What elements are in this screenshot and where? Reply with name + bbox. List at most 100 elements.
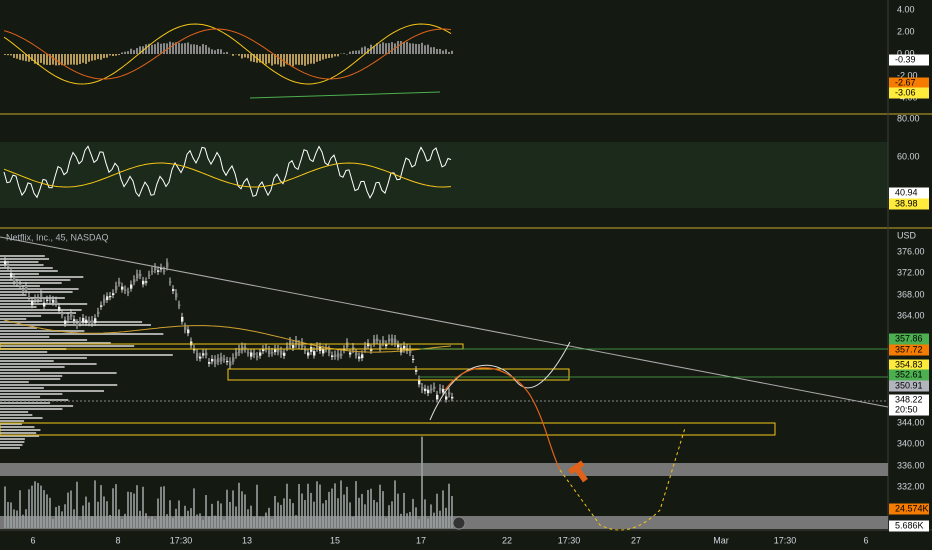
macd-hist — [151, 44, 153, 54]
volume-bar — [250, 505, 252, 528]
volume-profile — [0, 270, 58, 272]
volume-profile — [0, 372, 117, 374]
price-tag — [889, 333, 929, 345]
volume-profile — [0, 369, 40, 371]
volume-bar — [28, 489, 30, 528]
candle — [133, 279, 136, 283]
volume-bar — [256, 484, 258, 528]
replay-button[interactable] — [452, 516, 466, 530]
macd-hist — [49, 54, 51, 66]
gray-zone — [0, 463, 888, 476]
currency: USD — [897, 230, 917, 240]
macd-hist — [379, 43, 381, 54]
candle — [391, 338, 394, 343]
price-tag — [889, 404, 929, 416]
candle — [94, 318, 97, 323]
candle — [235, 351, 238, 356]
volume-profile — [0, 435, 40, 437]
candle — [367, 343, 370, 347]
macd-hist — [88, 54, 90, 62]
volume-bar — [19, 490, 21, 528]
volume-bar — [172, 517, 174, 528]
volume-bar — [13, 509, 15, 528]
volume-profile — [0, 345, 135, 347]
candle — [70, 313, 73, 317]
candle — [247, 352, 250, 354]
candle — [166, 262, 169, 268]
price-tag — [889, 503, 929, 515]
volume-bar — [181, 517, 183, 528]
volume-profile — [0, 306, 37, 308]
volume-bar — [280, 504, 282, 528]
candle — [298, 344, 301, 346]
volume-profile — [0, 366, 65, 368]
volume-bar — [421, 436, 423, 528]
macd-hist — [343, 53, 345, 54]
candle — [304, 349, 307, 352]
macd-hist — [61, 54, 63, 66]
macd-hist — [22, 54, 24, 61]
volume-profile — [0, 354, 173, 356]
candle — [274, 348, 277, 353]
macd-hist — [286, 54, 288, 65]
volume-bar — [235, 506, 237, 528]
candle — [301, 342, 304, 348]
macd-hist — [100, 54, 102, 60]
macd-hist — [325, 54, 327, 59]
macd-hist — [190, 44, 192, 54]
macd-hist — [259, 54, 261, 63]
macd-hist — [127, 51, 129, 54]
candle — [415, 370, 418, 372]
volume-bar — [400, 513, 402, 528]
candle — [205, 352, 208, 356]
candle — [67, 316, 70, 321]
candle — [112, 293, 115, 296]
price-tick: 344.00 — [897, 417, 925, 427]
price-tag-label: 357.72 — [895, 344, 923, 354]
volume-profile — [0, 273, 39, 275]
price-tag — [889, 87, 929, 99]
volume-profile — [0, 408, 63, 410]
volume-bar — [136, 485, 138, 528]
macd-hist — [271, 54, 273, 66]
macd-hist — [13, 54, 15, 58]
price-tag-label: -0.39 — [895, 54, 916, 64]
macd-hist — [274, 54, 276, 65]
volume-bar — [271, 518, 273, 528]
volume-bar — [184, 505, 186, 528]
volume-bar — [22, 514, 24, 528]
macd-hist — [427, 44, 429, 54]
volume-profile — [0, 327, 37, 329]
candle — [85, 319, 88, 324]
candle — [76, 323, 79, 326]
macd-hist — [301, 54, 303, 65]
volume-bar — [352, 516, 354, 528]
macd-hist — [289, 54, 291, 66]
candle — [286, 346, 289, 349]
candle — [388, 338, 391, 342]
candle — [244, 347, 247, 350]
volume-bar — [283, 498, 285, 528]
macd-hist — [208, 47, 210, 54]
volume-bar — [94, 480, 96, 528]
macd-hist — [307, 54, 309, 65]
volume-bar — [274, 495, 276, 528]
macd-hist — [91, 54, 93, 61]
time-label: 17:30 — [170, 535, 193, 545]
candle — [220, 356, 223, 362]
candle — [223, 358, 226, 360]
macd-hist — [223, 52, 225, 54]
volume-bar — [67, 492, 69, 528]
candle — [34, 298, 37, 301]
volume-bar — [259, 516, 261, 528]
volume-bar — [394, 480, 396, 528]
candle — [292, 345, 295, 348]
macd-hist — [31, 54, 33, 61]
volume-bar — [412, 498, 414, 528]
volume-bar — [196, 514, 198, 528]
volume-profile — [0, 378, 61, 380]
price-tick: 368.00 — [897, 289, 925, 299]
volume-profile — [0, 258, 50, 260]
price-tag — [889, 54, 929, 66]
price-tag — [889, 380, 929, 392]
